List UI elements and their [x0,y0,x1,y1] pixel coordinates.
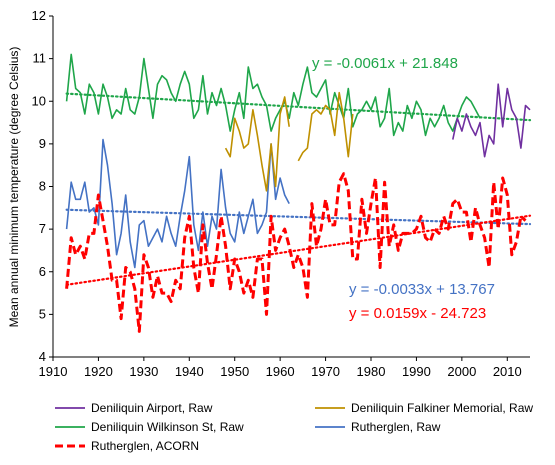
y-tick-label: 12 [32,8,46,23]
legend-label: Rutherglen, ACORN [91,439,199,453]
y-tick-label: 4 [39,349,46,364]
x-tick-label: 2000 [447,364,476,379]
trend-equation-rutherglen-acorn: y = 0.0159x - 24.723 [349,305,486,322]
x-tick-label: 1970 [311,364,340,379]
trendline [65,208,532,226]
series-line [65,138,290,269]
y-tick-label: 6 [39,264,46,279]
series-line [65,53,481,137]
x-tick-label: 1930 [129,364,158,379]
series-line [452,83,531,158]
y-tick-label: 10 [32,93,46,108]
legend-label: Deniliquin Wilkinson St, Raw [91,420,244,434]
x-tick-label: 1910 [39,364,68,379]
x-tick-label: 1990 [402,364,431,379]
x-tick-label: 1980 [357,364,386,379]
y-tick-label: 5 [39,306,46,321]
y-tick-label: 9 [39,136,46,151]
x-tick-label: 1960 [266,364,295,379]
series-lines [65,53,531,333]
x-tick-label: 2010 [493,364,522,379]
legend-label: Rutherglen, Raw [351,420,441,434]
trend-equation-wilkinson: y = -0.0061x + 21.848 [312,55,458,72]
trendline [65,92,532,122]
series-line [224,96,290,192]
series-line [297,91,354,162]
y-tick-label: 8 [39,179,46,194]
series-line [65,172,527,333]
y-tick-label: 7 [39,221,46,236]
trendline [65,214,532,286]
y-tick-label: 11 [33,51,47,66]
x-tick-label: 1940 [175,364,204,379]
y-axis-label: Mean annual minimum temperature (degree … [7,47,21,328]
legend: Deniliquin Airport, Raw Deniliquin Falkin… [55,401,533,453]
legend-label: Deniliquin Airport, Raw [91,401,213,415]
trend-equation-rutherglen-raw: y = -0.0033x + 13.767 [349,281,495,298]
legend-label: Deniliquin Falkiner Memorial, Raw [351,401,533,415]
axes: 4 5 6 7 8 9 10 11 12 1910 1920 1930 1940 1950 1960 1970… [32,8,530,379]
x-tick-label: 1920 [84,364,113,379]
x-tick-label: 1950 [220,364,249,379]
trendlines [65,92,532,286]
